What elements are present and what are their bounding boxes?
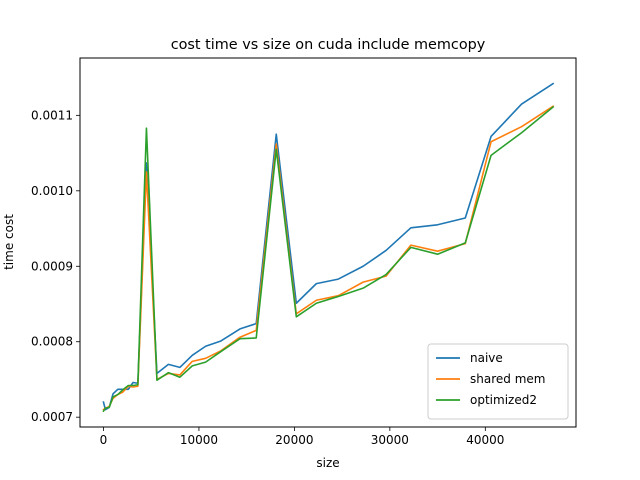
plot-area [79, 57, 577, 428]
legend: naive shared mem optimized2 [427, 343, 569, 420]
legend-label: naive [470, 351, 503, 365]
y-tick-label: 0.0008 [31, 335, 73, 349]
chart-title: cost time vs size on cuda include memcop… [171, 37, 486, 53]
legend-box [427, 343, 569, 420]
x-axis-ticks: 0 10000 20000 30000 40000 [100, 427, 504, 447]
series-line-optimized2 [102, 105, 555, 413]
axes-frame [79, 57, 577, 428]
x-tick-label: 30000 [371, 433, 409, 447]
x-tick-label: 10000 [180, 433, 218, 447]
y-tick-label: 0.0011 [31, 108, 73, 122]
legend-label: shared mem [470, 372, 545, 386]
x-axis-label: size [316, 456, 339, 470]
y-tick-label: 0.0007 [31, 410, 73, 424]
x-tick-label: 0 [100, 433, 108, 447]
x-tick-label: 20000 [275, 433, 313, 447]
y-axis-ticks: 0.0007 0.0008 0.0009 0.0010 0.0011 [31, 108, 80, 424]
x-tick-label: 40000 [466, 433, 504, 447]
series-layer [102, 82, 555, 413]
series-line-naive [102, 82, 555, 411]
y-tick-label: 0.0010 [31, 184, 73, 198]
y-tick-label: 0.0009 [31, 259, 73, 273]
legend-label: optimized2 [470, 393, 537, 407]
series-line-shared-mem [102, 105, 555, 411]
y-axis-label: time cost [2, 214, 16, 270]
